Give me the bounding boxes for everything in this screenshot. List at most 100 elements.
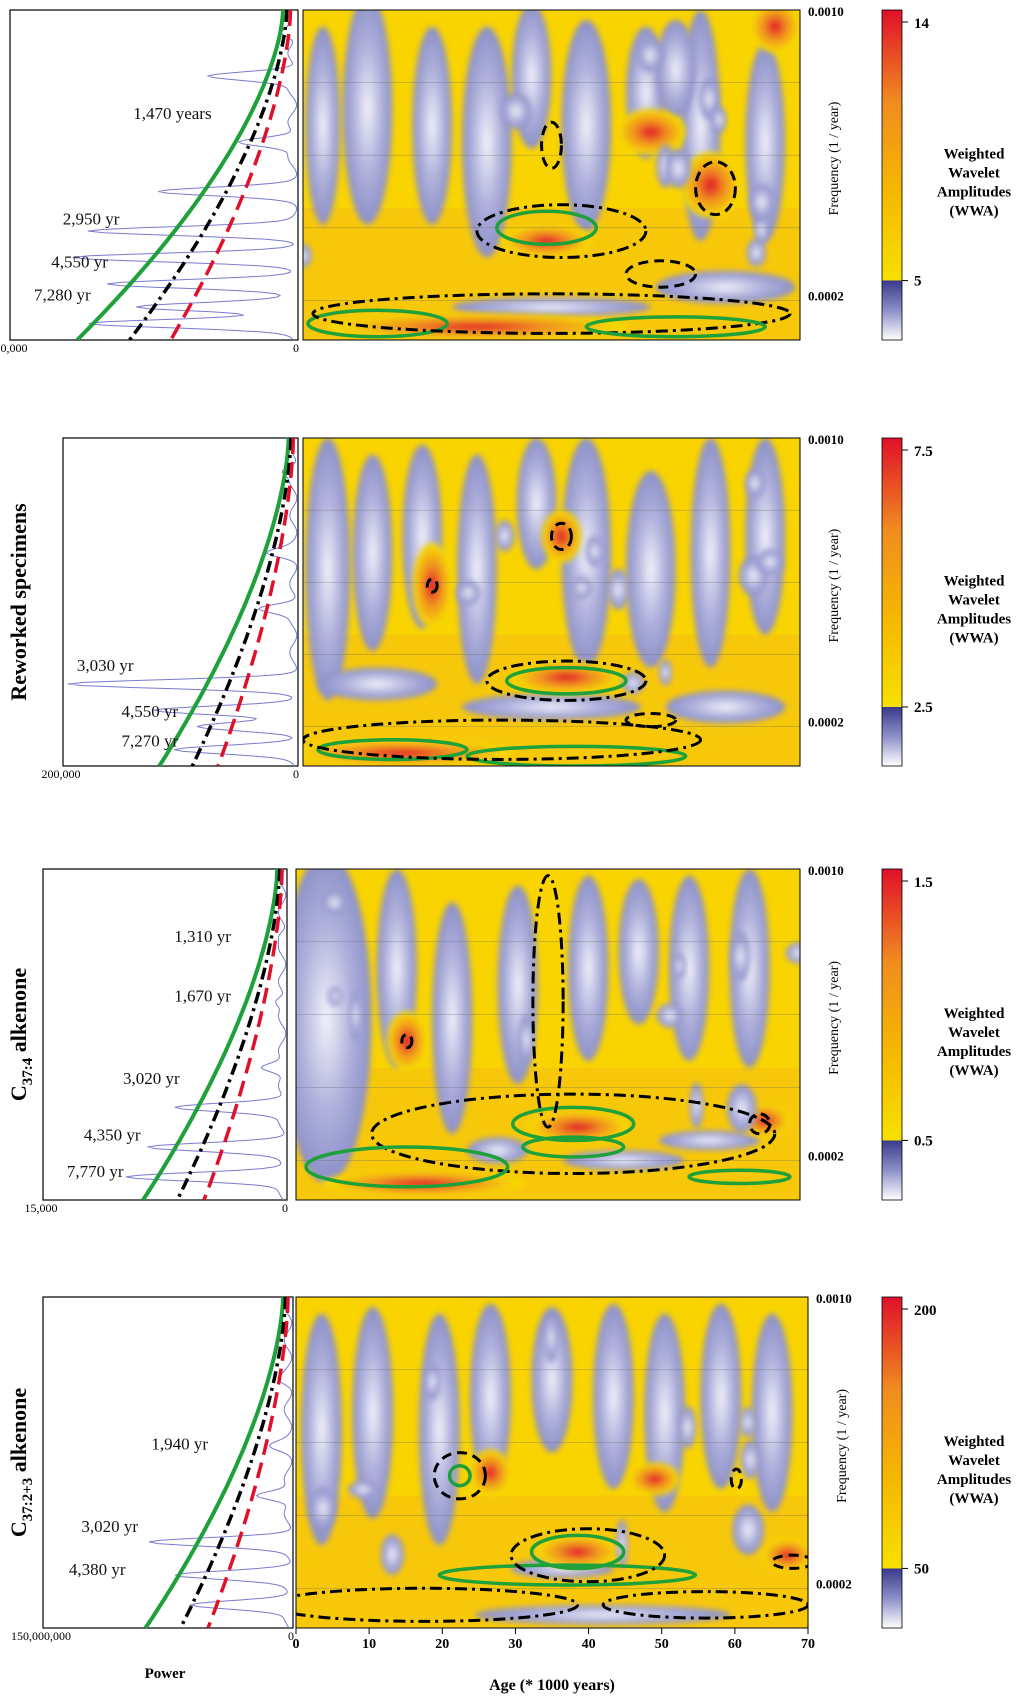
significance-contour-black xyxy=(729,1467,743,1491)
colorbar-title-line: Weighted xyxy=(944,574,1005,590)
colorbar-title-line: Wavelet xyxy=(948,1453,1000,1469)
low-amplitude-region xyxy=(745,438,786,635)
low-amplitude-region xyxy=(740,1440,760,1479)
significance-curve-red xyxy=(206,1297,290,1628)
low-amplitude-region xyxy=(456,580,481,606)
low-amplitude-region xyxy=(656,1003,683,1028)
low-amplitude-region xyxy=(309,1487,336,1530)
colorbar-gradient xyxy=(881,9,903,341)
low-amplitude-region xyxy=(303,243,312,268)
colorbar-title-line: Weighted xyxy=(944,1006,1005,1022)
series-label: Reworked specimens xyxy=(6,503,31,701)
colorbar-top-label: 200 xyxy=(914,1303,937,1319)
period-label: 7,770 yr xyxy=(67,1162,124,1181)
low-amplitude-region xyxy=(424,1363,441,1400)
heatmap-frame xyxy=(295,868,801,1201)
low-amplitude-region xyxy=(607,568,630,610)
low-amplitude-region xyxy=(452,297,651,317)
x-axis: 0 10 20 30 40 50 60 70 Age (* 1000 years) Power xyxy=(145,1628,815,1694)
colorbar: 7.5 2.5 Weighted Wavelet Amplitudes (WWA) xyxy=(881,437,1011,767)
low-amplitude-region xyxy=(745,469,765,498)
colorbar-title-line: Weighted xyxy=(944,1434,1005,1450)
wavelet-heatmap: 0.0010 0.0002 Frequency (1 / year) xyxy=(302,4,844,341)
power-spectrum: 1,940 yr 3,020 yr 4,380 yr 150,000,000 0 xyxy=(11,1296,294,1643)
power-axis-min: 0 xyxy=(293,767,299,781)
wavelet-panel-4: C37:2+3 alkenone 1,940 yr 3,020 yr 4,380 yr… xyxy=(6,1291,1011,1643)
period-label: 1,940 yr xyxy=(151,1434,208,1453)
power-axis-label: Power xyxy=(145,1666,186,1682)
colorbar-top-label: 14 xyxy=(914,16,930,32)
high-amplitude-region xyxy=(386,1011,428,1071)
colorbar-title-line: Amplitudes xyxy=(937,185,1011,201)
low-amplitude-region xyxy=(568,875,609,1061)
spectrum-line xyxy=(72,10,297,340)
significance-curve-green xyxy=(75,10,285,340)
low-amplitude-region xyxy=(711,106,727,134)
power-axis-min: 0 xyxy=(293,341,299,355)
x-axis-label: Age (* 1000 years) xyxy=(489,1677,615,1694)
significance-contour-black xyxy=(770,1553,808,1570)
low-amplitude-region xyxy=(462,26,512,258)
low-amplitude-region xyxy=(322,890,347,915)
low-amplitude-region xyxy=(749,183,775,221)
wavelet-panel-3: C37:4 alkenone 1,310 yr 1,670 yr 3,020 yr 4,… xyxy=(6,863,1011,1215)
power-spectrum: 3,030 yr 4,550 yr 7,270 yr 200,000 0 xyxy=(42,437,299,781)
period-label: 4,380 yr xyxy=(69,1560,126,1579)
low-amplitude-region xyxy=(585,536,604,567)
low-amplitude-region xyxy=(475,1604,732,1625)
colorbar-gradient xyxy=(881,868,903,1201)
high-amplitude-region xyxy=(327,313,627,340)
high-amplitude-region xyxy=(680,151,741,218)
low-amplitude-region xyxy=(500,93,532,130)
freq-top-label: 0.0010 xyxy=(808,432,844,447)
spectrum-line xyxy=(67,438,298,766)
wavelet-panel-2: Reworked specimens 3,030 yr 4,550 yr 7,270 … xyxy=(6,432,1011,781)
significance-contour-black xyxy=(748,1112,772,1136)
freq-axis-label: Frequency (1 / year) xyxy=(827,961,842,1075)
low-amplitude-region xyxy=(348,1480,378,1499)
power-spectrum: 1,470 years 2,950 yr 4,550 yr 7,280 yr 600,0… xyxy=(0,9,299,355)
colorbar-mid-label: 5 xyxy=(914,274,922,290)
wavelet-heatmap: 0.0010 0.0002 Frequency (1 / year) xyxy=(295,1291,852,1629)
significance-contour-black xyxy=(694,160,737,217)
power-axis-min: 0 xyxy=(288,1629,294,1643)
period-label: 4,550 yr xyxy=(121,702,178,721)
spectrum-frame xyxy=(42,868,288,1201)
freq-axis-label: Frequency (1 / year) xyxy=(835,1389,850,1503)
high-amplitude-region xyxy=(750,10,800,53)
heatmap-frame xyxy=(302,437,801,767)
significance-curve-red xyxy=(202,869,284,1200)
power-axis-max: 15,000 xyxy=(25,1201,58,1215)
low-amplitude-region xyxy=(679,1406,697,1449)
high-amplitude-region xyxy=(541,510,582,563)
significance-contour-green xyxy=(584,315,767,339)
low-amplitude-region xyxy=(732,1504,765,1555)
low-amplitude-region xyxy=(644,1313,686,1513)
spectrum-line xyxy=(125,869,287,1200)
high-amplitude-region xyxy=(628,1462,681,1496)
colorbar-title-line: (WWA) xyxy=(949,1063,998,1079)
x-tick-label: 0 xyxy=(293,1637,300,1652)
series-label: C37:4 alkenone xyxy=(6,968,36,1101)
colorbar-title-line: (WWA) xyxy=(949,631,998,647)
colorbar-title-line: Weighted xyxy=(944,147,1005,163)
wavelet-heatmap: 0.0010 0.0002 Frequency (1 / year) xyxy=(302,432,844,767)
period-label: 1,670 yr xyxy=(174,986,231,1005)
high-amplitude-region xyxy=(616,109,686,156)
low-amplitude-region xyxy=(327,986,343,1006)
significance-curve-red xyxy=(216,438,296,766)
low-amplitude-region xyxy=(571,576,592,600)
colorbar-top-label: 7.5 xyxy=(914,444,933,460)
heatmap-frame xyxy=(302,9,801,341)
significance-contour-green xyxy=(529,1533,626,1571)
significance-contour-black xyxy=(400,1033,414,1050)
period-label: 4,350 yr xyxy=(84,1125,141,1144)
power-axis-max: 600,000 xyxy=(0,341,28,355)
significance-contour-black xyxy=(624,712,678,729)
low-amplitude-region xyxy=(655,19,696,119)
colorbar-title-line: Wavelet xyxy=(948,166,1000,182)
significance-contour-green xyxy=(687,1168,792,1186)
significance-curve-green xyxy=(143,1297,285,1628)
